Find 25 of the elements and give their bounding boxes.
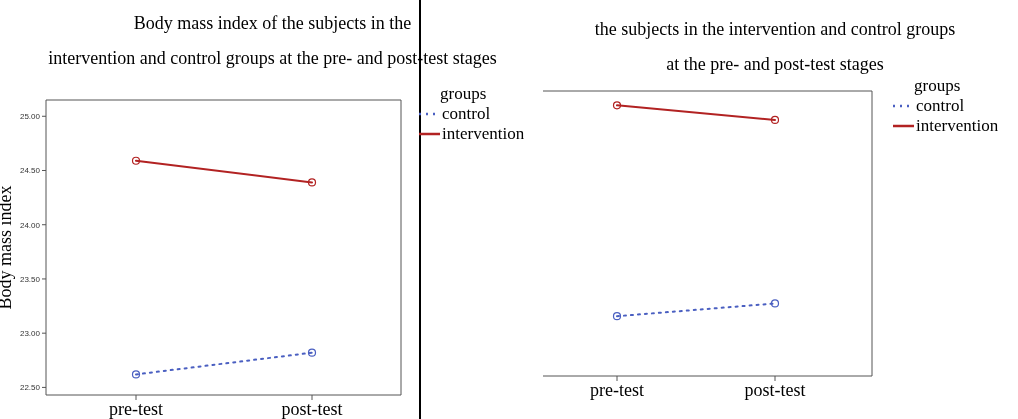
point [612, 312, 622, 321]
y-tick-label: 22.50 [19, 383, 41, 393]
legend-label: control [442, 104, 491, 124]
legend-title: groups [439, 84, 488, 104]
point [770, 299, 780, 308]
y-tick-label: 24.00 [19, 220, 41, 230]
y-tick-label: 25.00 [19, 112, 41, 122]
y-tick-label: 23.00 [19, 329, 41, 339]
point [131, 370, 141, 379]
chart-title: the subjects in the intervention and control groups at the pre- and post-test stages [594, 19, 956, 74]
x-tick-label: pre-test [590, 379, 644, 400]
point [307, 348, 317, 357]
x-tick-label: post-test [281, 398, 343, 419]
y-tick-label: 23.50 [19, 274, 41, 284]
legend-label: intervention [442, 124, 525, 144]
x-tick-label: post-test [744, 379, 806, 400]
legend-label: control [916, 96, 965, 116]
legend-title: groups [913, 76, 962, 96]
point [770, 115, 780, 125]
point [612, 101, 622, 110]
x-tick-label: pre-test [109, 398, 163, 419]
point [131, 156, 141, 165]
legend-label: intervention [916, 116, 999, 136]
point [307, 178, 317, 187]
y-tick-label: 24.50 [19, 166, 41, 176]
